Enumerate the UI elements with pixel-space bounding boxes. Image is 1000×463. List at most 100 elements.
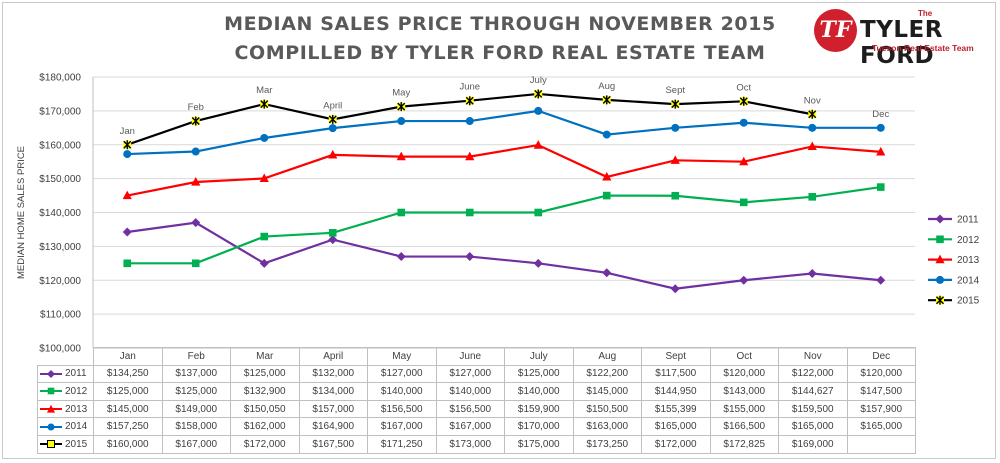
- series-2012-point: [808, 193, 817, 201]
- table-row-header: 2014: [37, 417, 94, 436]
- table-header-cell: Dec: [846, 347, 916, 366]
- series-2014-point: [876, 123, 885, 132]
- table-cell: $157,250: [93, 417, 163, 436]
- month-label: Feb: [188, 102, 204, 113]
- table-cell: $155,000: [709, 399, 779, 419]
- table-cell: $155,399: [641, 399, 711, 419]
- series-2013-point: [396, 151, 406, 161]
- series-2015-point-cross: [465, 96, 474, 106]
- month-label: Dec: [872, 109, 889, 120]
- table-cell: $163,000: [572, 417, 642, 436]
- table-cell: $127,000: [435, 364, 505, 384]
- table-cell: $170,000: [504, 417, 574, 436]
- table-cell: $172,000: [641, 434, 711, 454]
- table-cell: $157,000: [298, 399, 368, 419]
- series-2012-point: [602, 191, 611, 200]
- table-cell: $167,000: [435, 417, 505, 436]
- series-2015-point-cross: [397, 102, 406, 112]
- series-2011-line: [127, 221, 881, 290]
- table-cell: $149,000: [161, 399, 231, 419]
- series-2012-point: [671, 191, 680, 200]
- table-row-header: 2015: [37, 434, 94, 454]
- table-cell: $167,000: [367, 417, 437, 436]
- logo-monogram: TF: [819, 17, 852, 43]
- series-2014-point: [739, 118, 748, 127]
- series-2013-point: [465, 151, 475, 161]
- table-cell: $159,500: [778, 399, 848, 419]
- table-cell: $145,000: [93, 399, 163, 419]
- tyler-ford-logo: TF The TYLER FORD Tucson Real Estate Tea…: [810, 6, 995, 69]
- series-2013-point: [807, 141, 817, 151]
- table-cell: $125,000: [230, 364, 300, 384]
- series-2012-line: [127, 186, 881, 265]
- series-2013-point: [328, 149, 338, 159]
- series-2011-point: [533, 258, 543, 268]
- table-cell: $127,000: [367, 364, 437, 384]
- table-cell: $172,000: [230, 434, 300, 454]
- legend-marker: [936, 235, 944, 244]
- series-2012-point: [876, 183, 885, 191]
- table-cell: $140,000: [504, 382, 574, 401]
- table-cell: $140,000: [435, 382, 505, 401]
- logo-the: The: [918, 9, 933, 18]
- series-2013-point: [602, 171, 612, 181]
- series-2014-point: [397, 117, 406, 126]
- table-cell: $143,000: [709, 382, 779, 401]
- table-cell: $144,627: [778, 382, 848, 401]
- table-cell: $150,050: [230, 399, 300, 419]
- month-label: Oct: [736, 82, 751, 93]
- legend-marker-cross: [936, 295, 944, 305]
- legend-marker: [935, 214, 945, 224]
- table-cell: $144,950: [641, 382, 711, 401]
- series-2011-point: [259, 258, 269, 268]
- logo-name: TYLER FORD: [860, 17, 943, 69]
- table-cell: $147,500: [846, 382, 916, 401]
- series-2011-point: [122, 227, 132, 237]
- table-cell: $162,000: [230, 417, 300, 436]
- series-2015-point-cross: [123, 140, 132, 150]
- chart-title-line2: COMPILLED BY TYLER FORD REAL ESTATE TEAM: [234, 42, 766, 64]
- series-2015-point-cross: [534, 89, 543, 99]
- legend-marker: [936, 275, 944, 284]
- table-legend-key: [40, 404, 62, 413]
- month-label: April: [323, 100, 342, 111]
- table-header-cell: Sept: [641, 347, 711, 366]
- table-cell: $125,000: [93, 382, 163, 401]
- table-corner: [37, 347, 94, 366]
- table-cell: $175,000: [504, 434, 574, 454]
- table-cell: $164,900: [298, 417, 368, 436]
- table-cell: $160,000: [93, 434, 163, 454]
- table-header-cell: June: [435, 347, 505, 366]
- series-2014-point: [602, 130, 611, 139]
- table-header-cell: Mar: [230, 347, 300, 366]
- table-cell: $140,000: [367, 382, 437, 401]
- series-2013-point: [876, 146, 886, 156]
- table-cell: $120,000: [846, 364, 916, 384]
- table-legend-key: [40, 388, 62, 395]
- legend-label: 2011: [957, 215, 979, 226]
- legend-label: 2013: [957, 255, 980, 266]
- table-row: 2013 $145,000 $149,000 $150,050 $157,000 $156…: [37, 399, 916, 419]
- month-label: Jan: [120, 126, 135, 137]
- table-cell: $169,000: [778, 434, 848, 454]
- series-2011-point: [876, 275, 886, 285]
- table-legend-key: [40, 369, 62, 378]
- table-cell: [846, 434, 916, 454]
- series-2014-point: [191, 147, 200, 156]
- table-cell: $165,000: [641, 417, 711, 436]
- series-2013-point: [670, 155, 680, 164]
- series-2012-point: [123, 259, 132, 268]
- table-cell: $157,900: [846, 399, 916, 419]
- table-legend-key: [40, 440, 62, 449]
- table-header-cell: Feb: [161, 347, 231, 366]
- logo-circle-icon: [814, 9, 857, 52]
- table-cell: $165,000: [846, 417, 916, 436]
- table-cell: $167,500: [298, 434, 368, 454]
- month-label: June: [459, 82, 480, 93]
- table-row: 2011 $134,250 $137,000 $125,000 $132,000 $127…: [37, 364, 916, 384]
- series-2015-point-cross: [328, 114, 337, 124]
- series-2011-point: [670, 284, 680, 294]
- series-2011-point: [739, 275, 749, 285]
- table-cell: $145,000: [572, 382, 642, 401]
- legend-label: 2014: [957, 275, 980, 286]
